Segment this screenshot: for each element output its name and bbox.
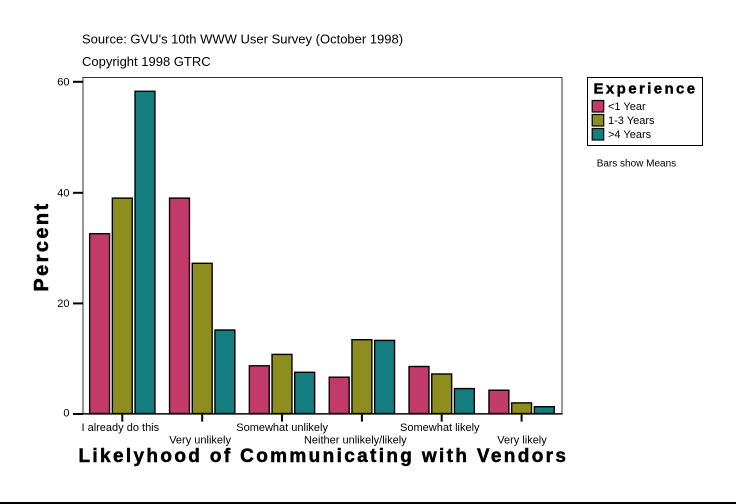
svg-text:Experience: Experience	[594, 80, 698, 97]
svg-text:>4 Years: >4 Years	[608, 129, 652, 141]
svg-text:Very likely: Very likely	[497, 435, 547, 447]
svg-text:Neither unlikely/likely: Neither unlikely/likely	[304, 435, 407, 447]
svg-text:Likelyhood of Communicating wi: Likelyhood of Communicating with Vendors	[78, 446, 568, 467]
svg-text:Percent: Percent	[31, 201, 53, 291]
svg-text:60: 60	[57, 77, 69, 89]
svg-text:Copyright 1998 GTRC: Copyright 1998 GTRC	[82, 54, 211, 69]
svg-text:Bars show Means: Bars show Means	[597, 159, 676, 170]
svg-text:<1 Year: <1 Year	[608, 101, 646, 113]
svg-text:0: 0	[63, 408, 69, 420]
svg-text:40: 40	[57, 188, 69, 200]
svg-text:Somewhat unlikely: Somewhat unlikely	[236, 422, 328, 434]
svg-text:I already do this: I already do this	[81, 422, 159, 434]
svg-text:20: 20	[57, 298, 69, 310]
svg-text:Source: GVU's 10th WWW User Su: Source: GVU's 10th WWW User Survey (Octo…	[82, 32, 403, 47]
svg-text:Very unlikely: Very unlikely	[169, 435, 231, 447]
svg-text:1-3 Years: 1-3 Years	[608, 115, 655, 127]
svg-text:Somewhat likely: Somewhat likely	[400, 422, 480, 434]
